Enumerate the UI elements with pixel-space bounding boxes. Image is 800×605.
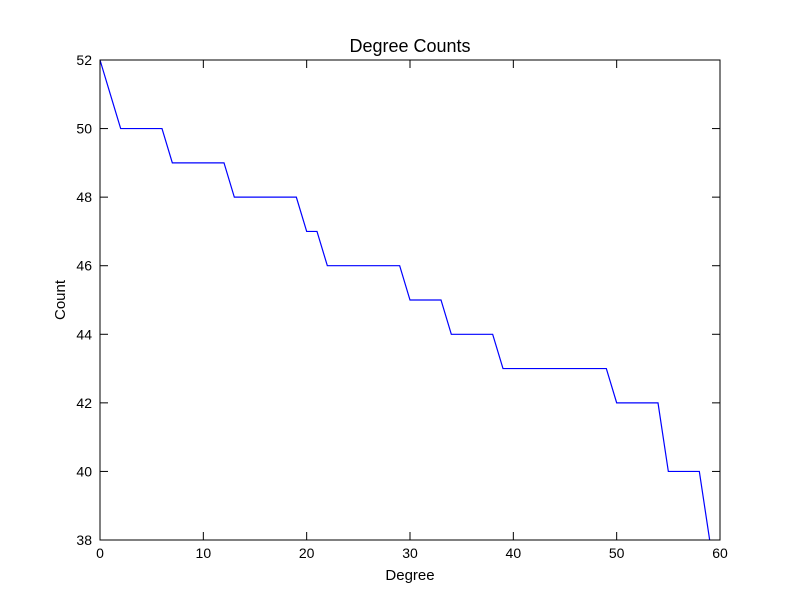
y-axis-ticks: 38 40 42 44 46 48 50 52 (76, 52, 720, 548)
y-axis-label: Count (52, 279, 69, 320)
y-tick-label: 48 (76, 189, 92, 205)
chart-title: Degree Counts (349, 36, 470, 56)
series-layer (99, 59, 711, 541)
x-tick-label: 30 (402, 545, 418, 561)
plot-area-frame (99, 59, 721, 541)
x-tick-label: 60 (712, 545, 728, 561)
x-axis-label: Degree (385, 567, 434, 584)
y-tick-label: 52 (76, 52, 92, 68)
y-tick-label: 50 (76, 121, 92, 137)
x-tick-label: 50 (609, 545, 625, 561)
x-tick-label: 20 (299, 545, 315, 561)
y-tick-label: 42 (76, 395, 92, 411)
x-tick-label: 0 (96, 545, 104, 561)
y-tick-label: 46 (76, 258, 92, 274)
y-tick-label: 40 (76, 463, 92, 479)
x-axis-ticks: 0 10 20 30 40 50 60 (96, 60, 728, 561)
y-tick-label: 44 (76, 326, 92, 342)
y-tick-label: 38 (76, 532, 92, 548)
x-tick-label: 40 (506, 545, 522, 561)
series-line (99, 59, 711, 541)
x-tick-label: 10 (196, 545, 212, 561)
